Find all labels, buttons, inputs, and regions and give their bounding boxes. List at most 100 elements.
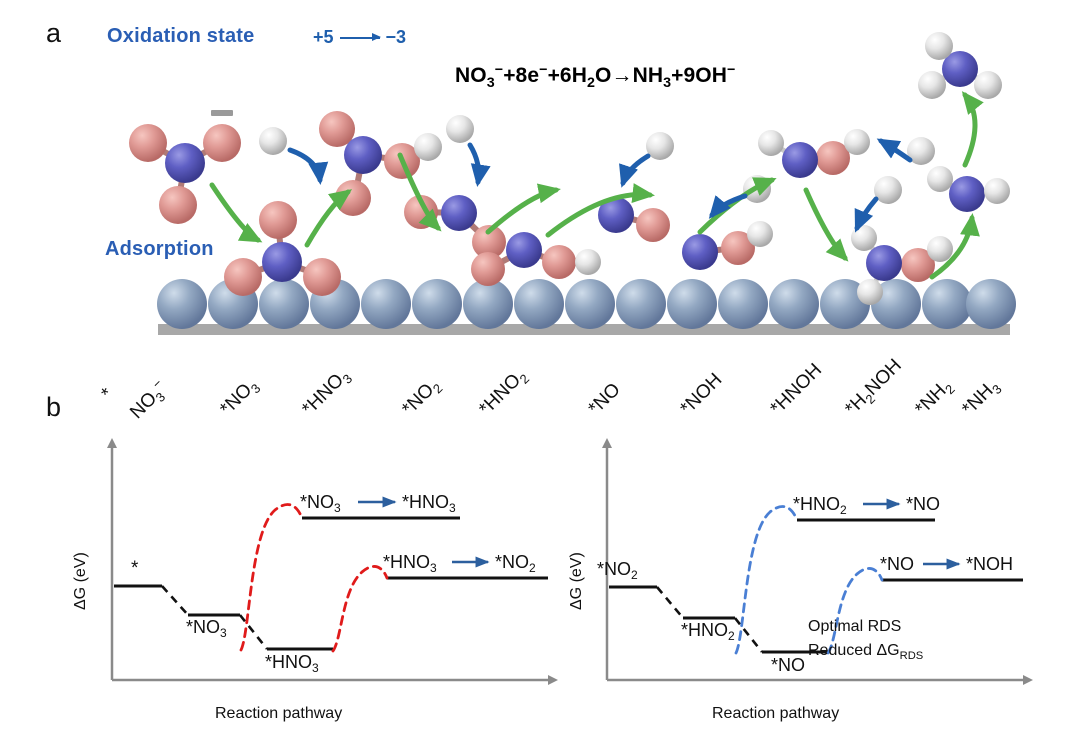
molecule-hno2 [471,232,601,286]
molecule-nitrate-free [129,124,241,224]
hydrogen-atom [575,249,601,275]
right-chart-ylabel: ΔG (eV) [568,552,585,610]
hydrogen-atom-free [446,115,474,143]
nitrogen-atom [949,176,985,212]
oxygen-atom [542,245,576,279]
right-energy-diagram: *NO2 *HNO2 *NO *HNO2 *NO *NO *NOH [597,438,1033,685]
molecule-hnoh [758,129,870,178]
hydrogen-atom-free [646,132,674,160]
right-chart-xlabel: Reaction pathway [712,705,840,722]
oxygen-atom [816,141,850,175]
hydrogen-atom-free [874,176,902,204]
right-state-label-no2: *NO2 [597,559,638,582]
right-chart-annotation-2: *NO *NOH [880,554,1013,574]
left-state-label-hno3: *HNO3 [265,652,319,675]
oxygen-atom [636,208,670,242]
oxygen-atom [319,111,355,147]
left-chart-ylabel: ΔG (eV) [72,552,89,610]
oxygen-atom [471,252,505,286]
svg-text:*HNO2: *HNO2 [793,494,847,517]
svg-text:*NO3: *NO3 [300,492,341,515]
molecule-nh2 [927,166,1010,212]
oxygen-atom [721,231,755,265]
nitrogen-atom [682,234,718,270]
optimal-rds-note: Optimal RDS [808,618,902,635]
oxidation-state-label: Oxidation state [107,25,255,47]
hydrogen-atom [414,133,442,161]
hydrogen-atom-free [907,137,935,165]
nitrogen-atom [942,51,978,87]
svg-text:*NO: *NO [880,554,914,574]
reduced-dg-rds-text: Reduced ΔG [808,642,900,659]
nitrogen-atom [344,136,382,174]
hydrogen-atom [857,279,883,305]
molecule-nh3 [918,32,1002,99]
right-state-label-hno2: *HNO2 [681,620,735,643]
hydrogen-atom [758,130,784,156]
hydrogen-atom-free [259,127,287,155]
right-state-label-no: *NO [771,655,805,675]
left-chart-annotation-1: *NO3 *HNO3 [300,492,456,515]
oxygen-atom [303,258,341,296]
svg-text:*NO: *NO [906,494,940,514]
hydrogen-atom [925,32,953,60]
overall-reaction-equation: NO3−+8e−+6H2O→NH3+9OH− [455,62,736,92]
reduced-dg-rds-note: Reduced ΔGRDS [808,640,923,667]
hydrogen-atom [918,71,946,99]
oxidation-to-value: −3 [385,27,407,47]
left-chart-barriers [239,503,389,653]
oxidation-from-value: +5 [313,27,334,47]
left-energy-diagram: * *NO3 *HNO3 *NO3 *HNO3 *HNO3 *NO2 [107,438,558,685]
right-chart-axes [602,438,1033,685]
right-chart-annotation-1: *HNO2 *NO [793,494,940,517]
molecule-noh [682,221,773,270]
nitrogen-atom [165,143,205,183]
right-chart-connectors [656,586,764,653]
catalyst-support [158,324,1010,335]
molecule-adsorbed-no3 [224,201,341,296]
oxygen-atom [259,201,297,239]
oxidation-arrow-icon [339,33,381,41]
left-chart-annotation-2: *HNO3 *NO2 [383,552,536,575]
left-chart-xlabel: Reaction pathway [215,705,343,722]
right-chart-barriers [734,505,884,655]
molecule-no [598,197,670,242]
oxygen-atom [159,186,197,224]
left-state-label-star: * [131,558,139,579]
oxygen-atom [901,248,935,282]
panel-b-letter: b [46,392,62,422]
svg-text:*NO2: *NO2 [495,552,536,575]
reduced-dg-rds-subscript: RDS [899,650,924,663]
left-chart-plateaus [114,516,548,651]
nitrogen-atom [782,142,818,178]
nitrogen-atom [262,242,302,282]
svg-text:*NOH: *NOH [966,554,1013,574]
nitrogen-atom [598,197,634,233]
hydrogen-atom [974,71,1002,99]
hydrogen-atom [844,129,870,155]
left-chart-axes [107,438,558,685]
left-chart-connectors [161,585,269,650]
nitrogen-atom [441,195,477,231]
svg-text:*HNO3: *HNO3 [402,492,456,515]
oxygen-atom [472,225,506,259]
adsorption-label: Adsorption [105,238,214,260]
svg-text:*HNO3: *HNO3 [383,552,437,575]
left-state-label-no3: *NO3 [186,617,227,640]
nitrogen-atom [866,245,902,281]
hydrogen-atom [927,236,953,262]
oxygen-atom [224,258,262,296]
oxygen-atom [129,124,167,162]
hydrogen-atom [747,221,773,247]
oxidation-state-range: +5 −3 [313,27,406,48]
molecule-h2noh [851,225,953,305]
right-chart-plateaus [609,518,1023,654]
catalyst-surface-atoms [157,279,1016,329]
hydrogenation-arrows [287,138,913,233]
hydrogen-atom [927,166,953,192]
panel-a-letter: a [46,18,62,48]
nitrate-charge-icon [211,110,233,116]
oxygen-atom [203,124,241,162]
nitrogen-atom [506,232,542,268]
